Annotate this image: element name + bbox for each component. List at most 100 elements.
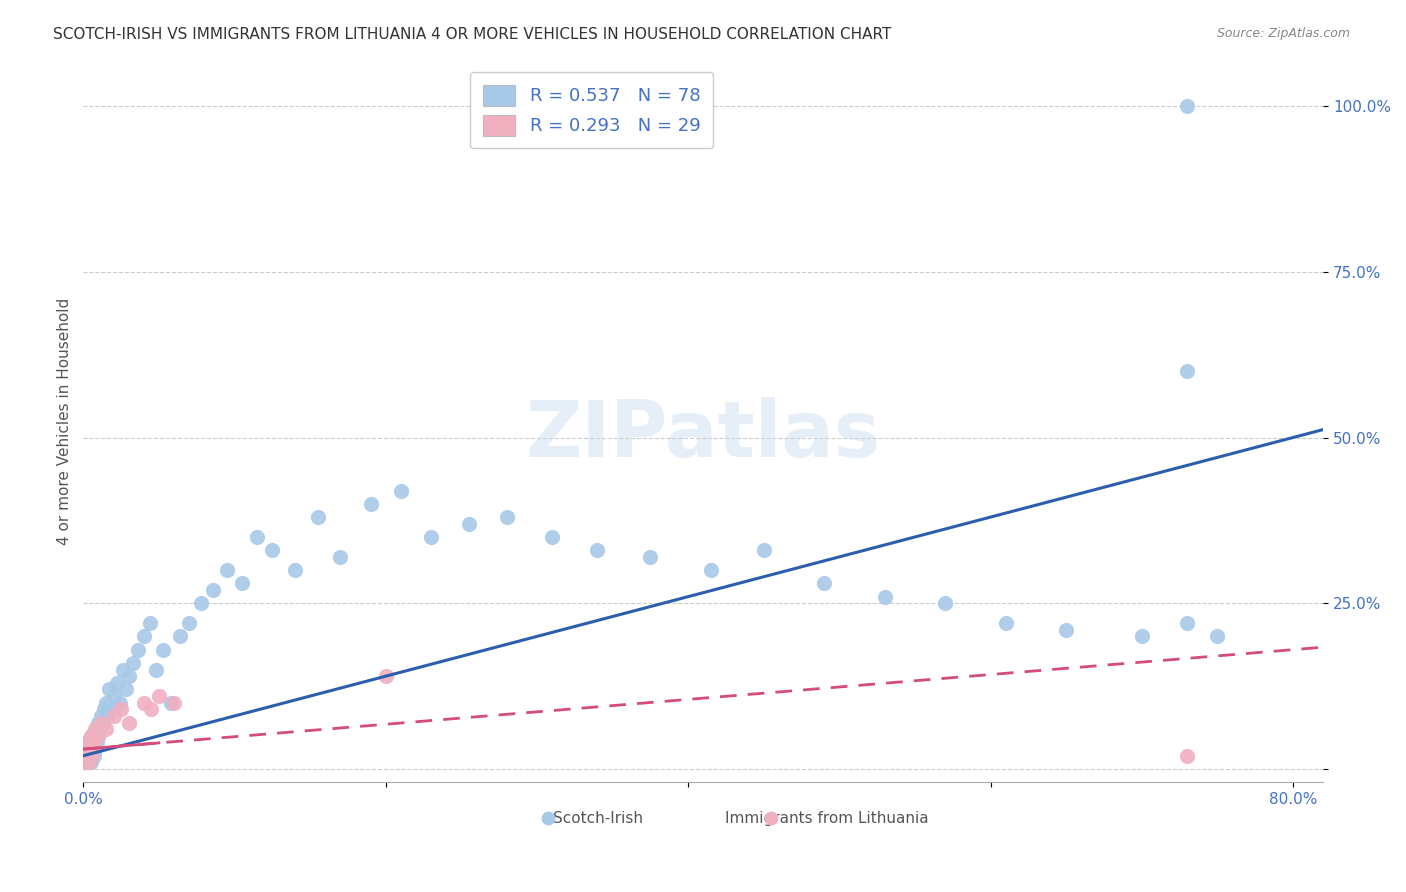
Point: [96, 709, 118, 723]
Point: [91, 715, 114, 730]
Point: [98, 682, 121, 697]
Point: [83, 735, 105, 749]
Point: [262, 543, 284, 558]
Point: [89, 723, 111, 737]
Point: [118, 715, 141, 730]
Point: [76, 742, 98, 756]
Point: [911, 795, 934, 809]
Point: [82, 742, 104, 756]
Point: [284, 563, 307, 577]
Point: [94, 723, 117, 737]
Point: [122, 656, 145, 670]
Point: [307, 510, 329, 524]
Point: [231, 576, 253, 591]
Point: [160, 696, 183, 710]
Point: [82, 742, 104, 756]
Legend: R = 0.537   N = 78, R = 0.293   N = 29: R = 0.537 N = 78, R = 0.293 N = 29: [470, 72, 713, 148]
Point: [1175, 364, 1198, 378]
Point: [79, 742, 101, 756]
Point: [90, 709, 112, 723]
Point: [141, 702, 163, 716]
Text: Source: ZipAtlas.com: Source: ZipAtlas.com: [1216, 27, 1350, 40]
Point: [76, 756, 98, 770]
Point: [80, 756, 103, 770]
Point: [94, 696, 117, 710]
Point: [148, 689, 170, 703]
Point: [329, 549, 352, 564]
Point: [73, 756, 96, 770]
Point: [86, 723, 108, 737]
Point: [79, 756, 101, 770]
Y-axis label: 4 or more Vehicles in Household: 4 or more Vehicles in Household: [58, 297, 72, 544]
Point: [100, 702, 122, 716]
Point: [73, 748, 96, 763]
Point: [73, 756, 96, 770]
Point: [87, 729, 110, 743]
Point: [163, 696, 186, 710]
Point: [80, 748, 103, 763]
Point: [145, 663, 167, 677]
Point: [93, 702, 115, 716]
Text: ZIPatlas: ZIPatlas: [526, 398, 880, 474]
Point: [75, 756, 97, 770]
Point: [752, 543, 775, 558]
Point: [1054, 623, 1077, 637]
Point: [76, 735, 98, 749]
Point: [118, 669, 141, 683]
Point: [75, 735, 97, 749]
Point: [246, 530, 269, 544]
Point: [86, 735, 108, 749]
Point: [73, 742, 96, 756]
Point: [1206, 629, 1229, 643]
Point: [108, 696, 131, 710]
Point: [389, 483, 412, 498]
Point: [84, 729, 107, 743]
Point: [179, 616, 201, 631]
Point: [934, 596, 956, 610]
Point: [1130, 629, 1153, 643]
Text: SCOTCH-IRISH VS IMMIGRANTS FROM LITHUANIA 4 OR MORE VEHICLES IN HOUSEHOLD CORREL: SCOTCH-IRISH VS IMMIGRANTS FROM LITHUANI…: [53, 27, 891, 42]
Point: [82, 729, 104, 743]
Point: [103, 689, 125, 703]
Point: [80, 729, 103, 743]
Point: [132, 629, 155, 643]
Point: [873, 590, 896, 604]
Point: [87, 715, 110, 730]
Text: Immigrants from Lithuania: Immigrants from Lithuania: [725, 811, 929, 826]
Point: [360, 497, 382, 511]
Point: [76, 748, 98, 763]
Point: [202, 582, 225, 597]
Point: [139, 616, 162, 631]
Point: [152, 642, 174, 657]
Point: [90, 715, 112, 730]
Point: [586, 543, 609, 558]
Point: [79, 742, 101, 756]
Point: [84, 723, 107, 737]
Point: [75, 742, 97, 756]
Point: [495, 510, 517, 524]
Point: [640, 549, 662, 564]
Point: [87, 729, 110, 743]
Point: [76, 748, 98, 763]
Point: [79, 748, 101, 763]
Point: [111, 663, 134, 677]
Point: [84, 742, 107, 756]
Text: Scotch-Irish: Scotch-Irish: [553, 811, 643, 826]
Point: [103, 709, 125, 723]
Point: [110, 702, 132, 716]
Point: [541, 530, 564, 544]
Point: [1175, 616, 1198, 631]
Point: [80, 735, 103, 749]
Point: [73, 756, 96, 770]
Point: [75, 748, 97, 763]
Point: [127, 642, 149, 657]
Point: [640, 795, 662, 809]
Point: [79, 735, 101, 749]
Point: [83, 735, 105, 749]
Point: [374, 669, 396, 683]
Point: [1175, 99, 1198, 113]
Point: [215, 563, 238, 577]
Point: [813, 576, 835, 591]
Point: [994, 616, 1017, 631]
Point: [80, 748, 103, 763]
